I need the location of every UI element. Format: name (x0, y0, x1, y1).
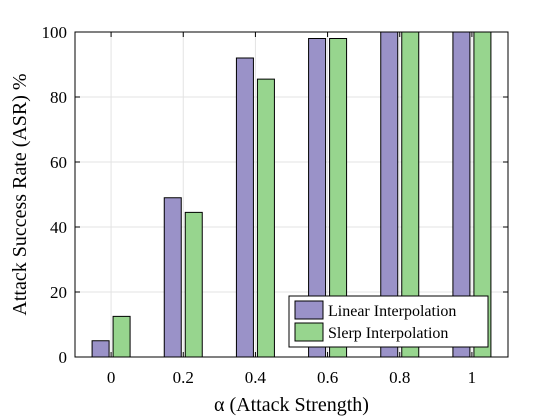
legend-label-slerp: Slerp Interpolation (328, 325, 448, 342)
x-tick-label: 0.2 (173, 368, 194, 387)
x-tick-label: 1 (468, 368, 477, 387)
plot-frame (74, 31, 509, 358)
y-tick-label: 60 (50, 153, 67, 172)
y-tick-label: 40 (50, 218, 67, 237)
x-tick-label: 0.8 (389, 368, 410, 387)
x-axis-label: α (Attack Strength) (214, 394, 369, 416)
ticks: 0 20 40 60 80 100 0 0.2 0.4 0.6 0.8 1 (42, 23, 508, 387)
y-tick-label: 80 (50, 88, 67, 107)
bar-linear (163, 197, 182, 358)
x-tick-label: 0.4 (245, 368, 267, 387)
x-tick-label: 0 (107, 368, 116, 387)
bar-slerp (256, 78, 275, 358)
y-tick-label: 0 (59, 348, 68, 367)
bar-linear (235, 57, 254, 358)
legend-swatch-linear (294, 300, 324, 320)
x-tick-label: 0.6 (317, 368, 338, 387)
y-tick-label: 20 (50, 283, 67, 302)
bar-slerp (184, 211, 203, 358)
legend-label-linear: Linear Interpolation (328, 303, 456, 320)
y-axis-label: Attack Success Rate (ASR) % (9, 73, 31, 315)
bar-slerp (112, 315, 131, 358)
y-tick-label: 100 (42, 23, 68, 42)
bar-linear (91, 340, 110, 358)
legend: Linear Interpolation Slerp Interpolation (288, 295, 489, 348)
legend-swatch-slerp (294, 322, 324, 342)
